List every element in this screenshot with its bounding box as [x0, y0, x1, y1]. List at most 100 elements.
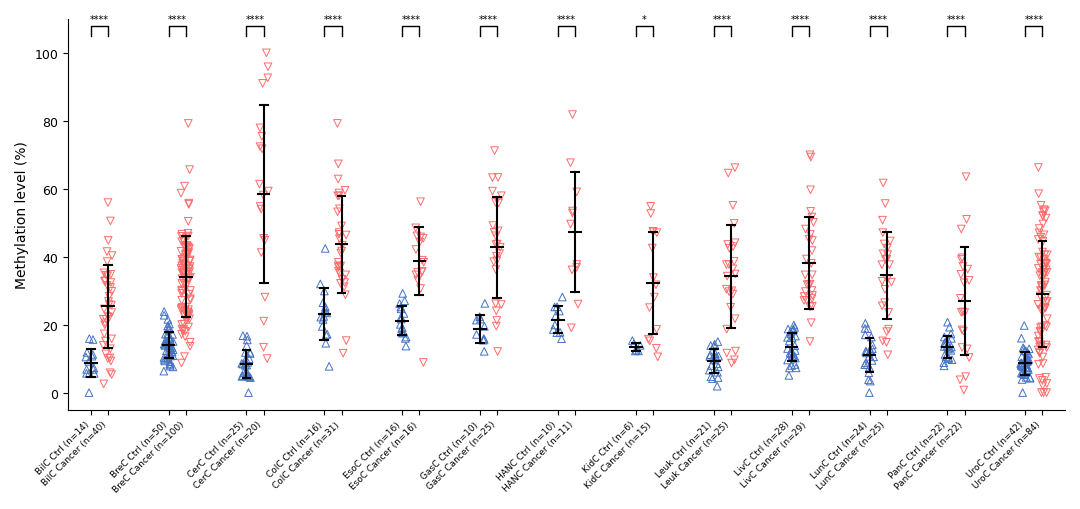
Point: [1034, 284, 1051, 292]
Point: [1036, 206, 1053, 214]
Point: [319, 309, 336, 318]
Point: [162, 337, 179, 345]
Point: [490, 200, 508, 208]
Point: [102, 217, 119, 225]
Point: [779, 356, 796, 364]
Point: [180, 312, 198, 320]
Point: [935, 359, 953, 367]
Point: [179, 263, 197, 271]
Point: [176, 286, 193, 294]
Point: [1031, 261, 1049, 269]
Point: [78, 353, 95, 361]
Point: [955, 386, 972, 394]
Point: [708, 369, 726, 377]
Point: [100, 314, 118, 322]
Point: [330, 189, 348, 197]
Point: [411, 239, 429, 247]
Point: [156, 308, 173, 316]
Point: [1016, 356, 1034, 364]
Point: [544, 326, 562, 334]
Point: [955, 263, 972, 271]
Point: [568, 261, 585, 269]
Point: [1016, 371, 1034, 379]
Point: [878, 256, 895, 264]
Point: [259, 74, 276, 82]
Point: [178, 268, 195, 276]
Point: [955, 308, 972, 317]
Point: [492, 301, 510, 309]
Point: [411, 199, 429, 207]
Point: [235, 369, 253, 377]
Point: [239, 332, 256, 341]
Point: [859, 361, 876, 369]
Point: [798, 297, 815, 305]
Point: [862, 347, 879, 355]
Point: [316, 303, 334, 312]
Point: [645, 228, 662, 236]
Point: [157, 337, 174, 346]
Point: [856, 320, 874, 328]
Point: [332, 279, 349, 288]
Point: [943, 330, 960, 338]
Point: [397, 343, 415, 351]
Point: [702, 342, 719, 350]
Point: [102, 369, 119, 377]
Point: [487, 199, 504, 207]
Point: [1015, 322, 1032, 330]
Point: [411, 285, 429, 293]
Point: [1036, 256, 1053, 264]
Point: [103, 279, 120, 287]
Point: [179, 218, 197, 226]
Point: [648, 326, 665, 334]
Point: [241, 373, 258, 381]
Point: [640, 304, 658, 312]
Point: [180, 246, 198, 254]
Point: [179, 309, 197, 317]
Point: [1032, 306, 1050, 314]
Point: [863, 357, 880, 365]
Point: [797, 288, 814, 296]
Point: [177, 254, 194, 262]
Point: [648, 229, 665, 237]
Point: [179, 120, 197, 128]
Point: [861, 353, 878, 361]
Point: [546, 303, 564, 312]
Point: [1031, 350, 1049, 358]
Point: [702, 351, 719, 359]
Text: ****: ****: [868, 15, 888, 25]
Point: [330, 192, 348, 201]
Point: [337, 232, 354, 240]
Point: [954, 326, 971, 334]
Point: [781, 337, 798, 346]
Point: [98, 258, 116, 266]
Point: [163, 348, 180, 356]
Point: [173, 256, 190, 264]
Point: [798, 256, 815, 264]
Point: [879, 351, 896, 359]
Point: [178, 242, 195, 250]
Point: [935, 362, 953, 370]
Point: [802, 260, 820, 268]
Point: [180, 200, 198, 208]
Point: [862, 348, 879, 356]
Point: [553, 335, 570, 343]
Point: [881, 261, 899, 269]
Point: [1031, 272, 1049, 280]
Point: [802, 208, 820, 216]
Point: [258, 50, 275, 58]
Point: [1032, 283, 1050, 291]
Point: [237, 349, 254, 357]
Point: [255, 235, 272, 243]
Point: [936, 340, 954, 348]
Point: [179, 271, 197, 279]
Point: [392, 305, 409, 314]
Point: [180, 323, 198, 331]
Point: [630, 347, 647, 355]
Point: [174, 304, 191, 312]
Point: [103, 357, 120, 365]
Point: [252, 125, 269, 133]
Point: [173, 287, 190, 295]
Point: [1034, 274, 1051, 282]
Point: [176, 256, 193, 264]
Point: [805, 219, 822, 227]
